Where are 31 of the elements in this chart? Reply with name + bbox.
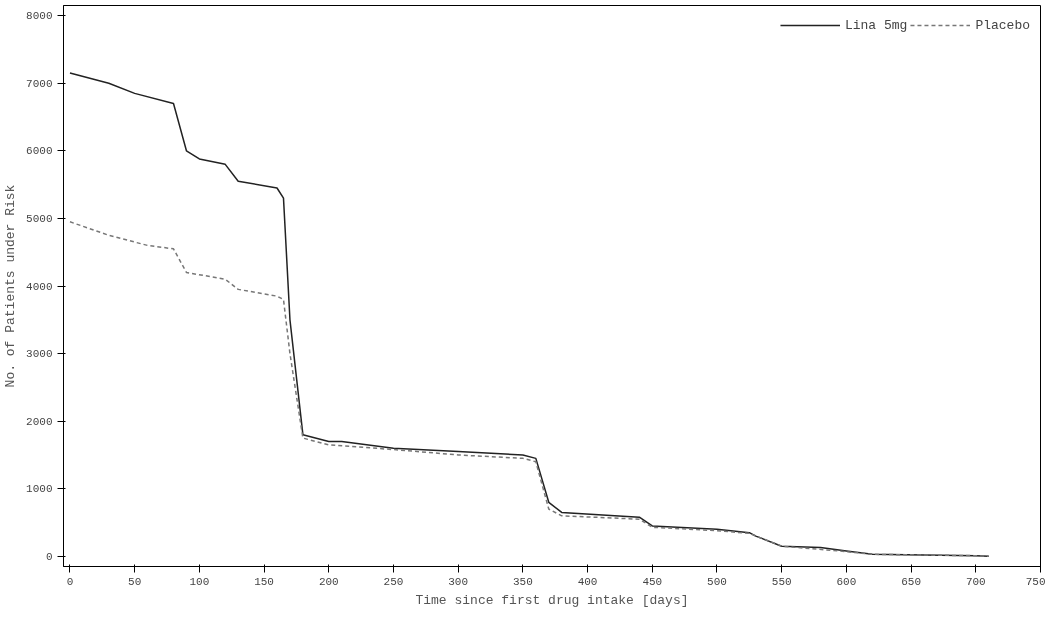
y-tick-label: 6000 [26,145,53,158]
line-series [69,221,990,558]
x-tick-label: 400 [577,575,598,588]
y-tick-label: 5000 [26,212,53,225]
y-tick-label: 1000 [26,483,53,496]
x-tick-label: 0 [66,575,74,588]
legend-label: Placebo [975,17,1030,33]
x-tick-label: 500 [707,575,727,588]
y-tick-label: 4000 [26,280,53,293]
x-tick-label: 200 [318,575,339,588]
y-tick-label: 8000 [26,10,53,23]
legend-label: Lina 5mg [844,17,908,33]
x-tick-label: 350 [512,575,533,588]
line-series [69,72,990,558]
x-tick-label: 250 [383,575,404,588]
x-tick-label: 650 [901,575,922,588]
y-axis-title: No. of Patients under Risk [3,184,19,388]
y-tick-label: 0 [45,550,53,563]
x-tick-label: 450 [642,575,663,588]
y-tick-label: 7000 [26,77,53,90]
x-tick-label: 100 [189,575,210,588]
x-tick-label: 600 [836,575,857,588]
y-tick-label: 2000 [26,415,53,428]
x-tick-label: 750 [1025,575,1046,588]
y-tick-label: 3000 [26,348,53,361]
x-tick-label: 700 [965,575,986,588]
x-axis-title: Time since first drug intake [days] [415,592,689,608]
x-tick-label: 300 [448,575,469,588]
x-tick-label: 150 [254,575,274,588]
x-tick-label: 550 [771,575,792,588]
x-tick-label: 50 [128,575,142,588]
